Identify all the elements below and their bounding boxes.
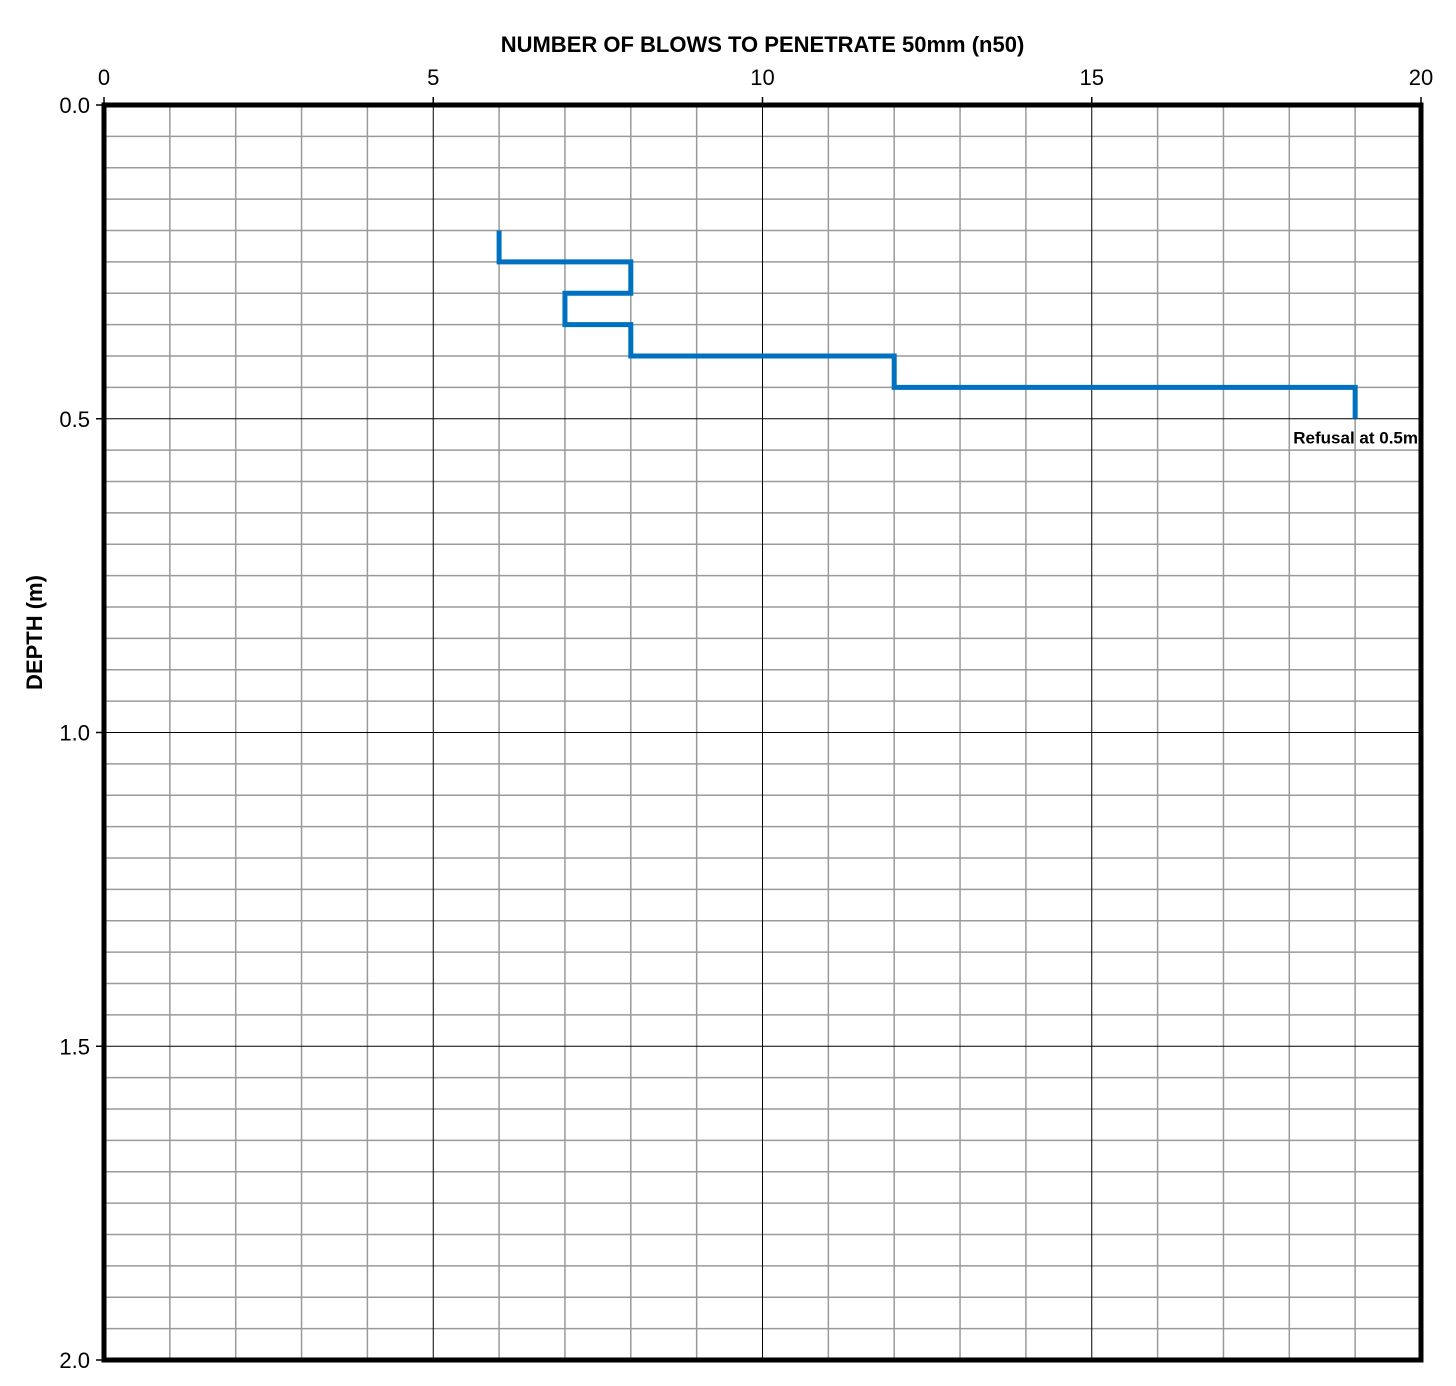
y-tick-label: 2.0 (59, 1348, 90, 1373)
y-tick-label: 1.0 (59, 721, 90, 746)
x-tick-label: 15 (1080, 65, 1104, 90)
y-tick-label: 0.0 (59, 93, 90, 118)
x-tick-label: 0 (98, 65, 110, 90)
y-axis-ticks: 0.0 0.5 1.0 1.5 2.0 (59, 93, 104, 1373)
x-axis-title: NUMBER OF BLOWS TO PENETRATE 50mm (n50) (501, 32, 1025, 57)
x-axis-ticks: 0 5 10 15 20 (98, 65, 1433, 105)
y-tick-label: 0.5 (59, 407, 90, 432)
x-tick-label: 20 (1409, 65, 1433, 90)
refusal-annotation: Refusal at 0.5m (1293, 429, 1418, 448)
x-tick-label: 5 (427, 65, 439, 90)
y-axis-title: DEPTH (m) (22, 575, 47, 690)
penetration-series-line (496, 230, 1358, 419)
y-tick-label: 1.5 (59, 1034, 90, 1059)
annotation-layer: Refusal at 0.5m (1293, 429, 1418, 448)
x-tick-label: 10 (750, 65, 774, 90)
series-layer (496, 230, 1358, 419)
